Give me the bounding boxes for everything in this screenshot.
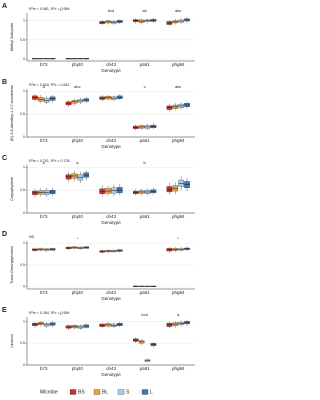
significance-label: a — [177, 312, 180, 317]
x-tick-label: phg84 — [172, 138, 185, 143]
y-tick-label: 1 — [23, 241, 25, 245]
legend-swatch — [69, 389, 77, 395]
stats-label: R²m = 0.981, R²c = 0.984 — [29, 7, 70, 11]
y-tick-label: 0.5 — [20, 188, 25, 192]
y-axis-label: Caryophyllene — [10, 177, 14, 201]
legend-label: BL — [102, 389, 108, 395]
x-axis-label: Genotype — [101, 372, 121, 377]
legend-swatch — [93, 389, 101, 395]
significance-label: bcd — [108, 8, 114, 13]
legend-swatch — [117, 389, 125, 395]
x-axis-label: Genotype — [101, 68, 121, 73]
significance-label: ab — [142, 8, 147, 13]
significance-label: * — [60, 312, 62, 317]
legend-swatch — [141, 389, 149, 395]
y-tick-label: 1 — [23, 19, 25, 23]
stats-label: R²m = 0.818, R²c = 0.842 — [29, 83, 70, 87]
y-tick-label: 1 — [23, 165, 25, 169]
x-tick-label: oh43 — [106, 214, 117, 219]
x-tick-label: pa91 — [140, 290, 151, 295]
x-tick-label: pa91 — [140, 214, 151, 219]
y-tick-label: 0 — [23, 363, 25, 367]
x-tick-label: b73 — [40, 366, 48, 371]
significance-label: * — [177, 236, 179, 241]
panel-label: B — [2, 79, 7, 86]
y-tick-label: 1 — [23, 89, 25, 93]
x-tick-label: phj40 — [72, 138, 84, 143]
stats-label: R²m = 0.384, R²c = 0.584 — [29, 311, 70, 315]
significance-label: abc — [74, 84, 80, 89]
figure: A R²m = 0.981, R²c = 0.984 Methyl Salicyla… — [2, 3, 195, 395]
x-tick-label: phg84 — [172, 290, 185, 295]
x-tick-label: pa91 — [140, 62, 151, 67]
significance-label: a — [43, 84, 46, 89]
significance-label: abc — [175, 84, 181, 89]
significance-label: b — [143, 160, 146, 165]
x-tick-label: b73 — [40, 290, 48, 295]
y-axis-label: Methyl Salicylate — [10, 23, 14, 52]
stats-label: ND — [29, 235, 35, 239]
y-tick-label: 0 — [23, 135, 25, 139]
panel-label: D — [2, 231, 7, 238]
y-tick-label: 0.5 — [20, 38, 25, 42]
significance-label: c — [144, 84, 146, 89]
y-tick-label: 0.5 — [20, 112, 25, 116]
x-tick-label: b73 — [40, 138, 48, 143]
x-tick-label: b73 — [40, 62, 48, 67]
stats-label: R²m = 0.701, R²c = 0.728 — [29, 159, 70, 163]
legend-label: L — [150, 389, 153, 395]
y-axis-label: Linalool — [10, 334, 14, 347]
legend-label: BS — [78, 389, 85, 395]
legend-label: S — [126, 389, 130, 395]
x-axis-label: Genotype — [101, 220, 121, 225]
y-tick-label: 0 — [23, 211, 25, 215]
y-tick-label: 0 — [23, 57, 25, 61]
x-tick-label: phj40 — [72, 62, 84, 67]
x-tick-label: pa91 — [140, 366, 151, 371]
x-axis-label: Genotype — [101, 296, 121, 301]
legend-title: Microbe — [40, 389, 58, 395]
x-tick-label: b73 — [40, 214, 48, 219]
significance-label: abc — [175, 8, 181, 13]
y-tick-label: 0.5 — [20, 341, 25, 345]
panel-label: E — [2, 307, 7, 314]
significance-label: b — [43, 160, 46, 165]
significance-label: * — [60, 8, 62, 13]
x-tick-label: oh43 — [106, 366, 117, 371]
significance-label: a — [76, 160, 79, 165]
y-tick-label: 1 — [23, 319, 25, 323]
x-tick-label: pa91 — [140, 138, 151, 143]
x-tick-label: oh43 — [106, 62, 117, 67]
x-tick-label: phj40 — [72, 214, 84, 219]
x-axis-label: Genotype — [101, 144, 121, 149]
plot-background — [27, 13, 195, 61]
x-tick-label: phj40 — [72, 290, 84, 295]
panel-label: A — [2, 3, 7, 10]
y-tick-label: 0.5 — [20, 263, 25, 267]
panel-label: C — [2, 155, 7, 162]
plot-background — [27, 89, 195, 137]
x-tick-label: oh43 — [106, 290, 117, 295]
x-tick-label: phj40 — [72, 366, 84, 371]
x-tick-label: oh43 — [106, 138, 117, 143]
significance-label: bcd — [141, 312, 147, 317]
y-axis-label: Trans-Geranylgeraniol — [10, 246, 14, 284]
x-tick-label: phg84 — [172, 62, 185, 67]
x-tick-label: phg84 — [172, 214, 185, 219]
significance-label: * — [77, 236, 79, 241]
y-tick-label: 0 — [23, 285, 25, 289]
y-axis-label: (E)-4,8-dimethyl-1,3,7-nonatriene — [10, 85, 14, 141]
x-tick-label: phg84 — [172, 366, 185, 371]
